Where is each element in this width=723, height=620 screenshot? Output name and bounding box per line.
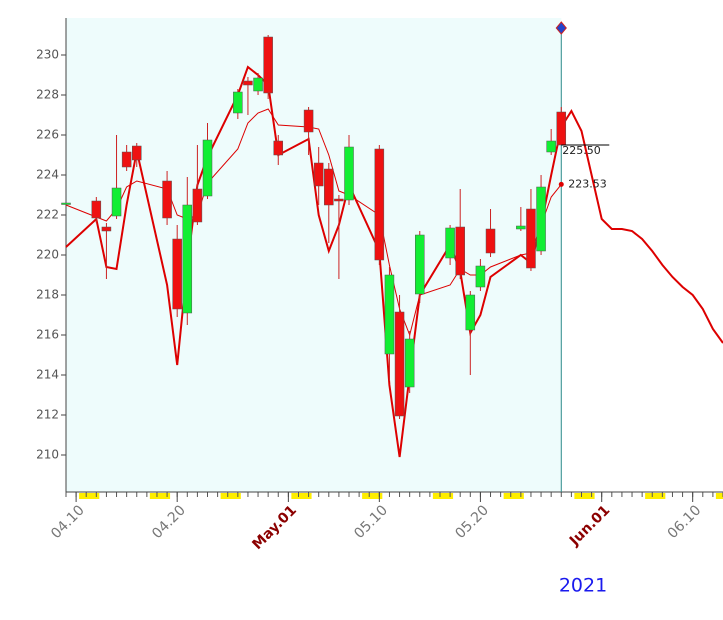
candle-body [445,227,455,259]
current-day-marker [555,21,567,35]
candle-body [263,36,273,94]
candle-body [384,274,395,355]
candle-body [404,338,415,388]
price-label: 223.53 [568,177,607,190]
weekend-marker [149,493,171,499]
candle-body [516,225,526,230]
candle-body [324,168,334,206]
x-tick-label: May.01 [249,502,300,553]
history-shade [66,18,562,492]
candle-body [121,151,132,168]
candle-body [313,162,324,187]
weekend-marker [432,493,454,499]
candle-body [132,145,142,161]
candle-body [243,80,253,86]
weekend-marker [503,493,524,499]
weekend-marker [220,493,241,499]
y-tick-label: 216 [36,328,59,342]
candle-body [182,204,193,314]
candle-body [172,238,182,310]
price-marker [558,181,564,187]
candle-body [374,148,385,261]
candle-body [111,187,122,217]
candle-body [273,140,284,156]
x-tick-label: Jun.01 [566,502,613,549]
candle-body [465,294,476,331]
candle-body [202,139,213,197]
candle-body [485,228,496,254]
candle-body [192,188,203,223]
y-tick-label: 228 [36,88,59,102]
y-tick-label: 226 [36,128,59,142]
weekend-marker [645,493,666,499]
candle-body [303,109,314,133]
weekend-marker [291,493,312,499]
weekend-marker [715,493,723,499]
candle-body [233,91,243,114]
candle-body [394,311,405,417]
candle-body [526,208,536,269]
y-tick-label: 222 [36,208,59,222]
x-tick-label: 05.20 [452,502,492,542]
candle-body [101,226,112,232]
price-label: 225.50 [562,144,601,157]
candle-body [344,146,354,201]
candle-body [556,111,567,146]
line [65,65,723,458]
candle-body [91,200,102,219]
weekend-marker [362,493,383,499]
weekend-marker [574,493,595,499]
year-label: 2021 [559,575,607,597]
candle-body [546,140,556,153]
x-tick-label: 06.10 [665,502,705,542]
y-tick-label: 210 [36,448,59,462]
weekend-marker [79,493,100,499]
y-tick-label: 230 [36,48,59,62]
y-tick-label: 218 [36,288,59,302]
candle-body [334,198,344,202]
x-tick-label: 04.10 [48,502,88,542]
candle-body [162,180,172,219]
candle-body [253,77,263,92]
y-tick-label: 214 [36,368,59,382]
candle-body [475,265,486,288]
x-tick-label: 05.10 [351,502,391,542]
candle-body [455,226,465,276]
candle-body [61,202,71,205]
y-tick-label: 220 [36,248,59,262]
y-tick-label: 212 [36,408,59,422]
candle-body [536,186,546,252]
candle-body [415,234,425,295]
x-tick-label: 04.20 [149,502,189,542]
y-tick-label: 224 [36,168,59,182]
